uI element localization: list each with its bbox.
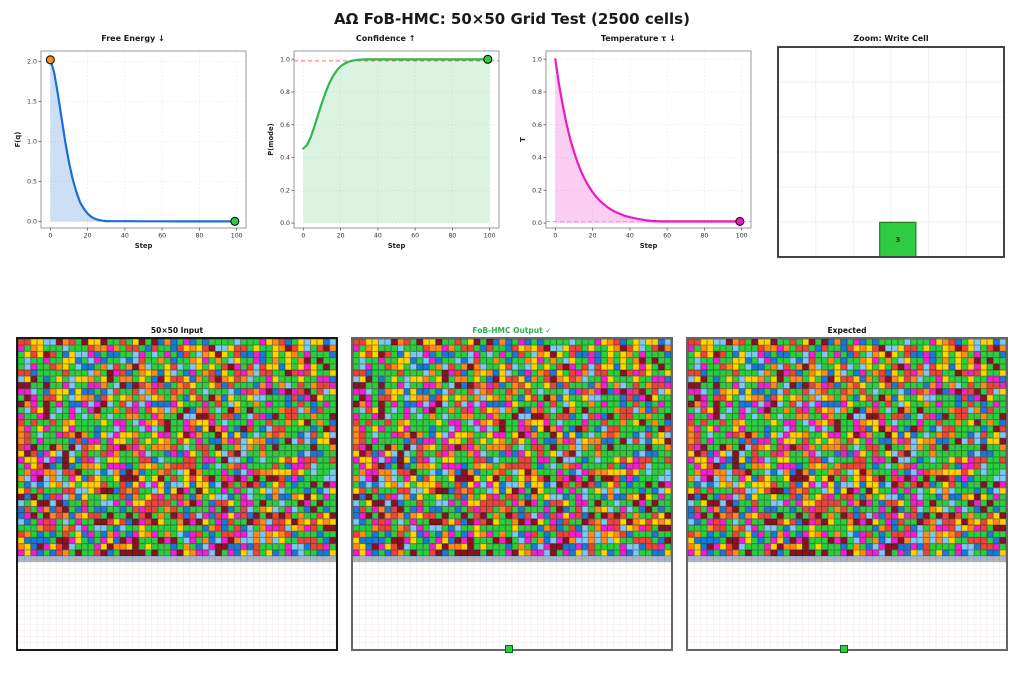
input-grid	[18, 339, 336, 649]
confidence-chart: 0 20 40 60 80 100 0.0 0.2 0.4 0.6 0.8 1.0 Step P(mode…	[266, 44, 506, 256]
svg-text:2.0: 2.0	[27, 59, 37, 66]
svg-text:3: 3	[895, 236, 900, 244]
svg-text:20: 20	[589, 233, 597, 240]
svg-text:40: 40	[374, 233, 382, 240]
svg-text:0.8: 0.8	[532, 89, 542, 96]
output-grid-box	[351, 337, 673, 653]
svg-text:1.0: 1.0	[27, 139, 37, 146]
svg-text:80: 80	[448, 233, 456, 240]
input-grid-title: 50×50 Input	[150, 326, 204, 335]
svg-text:0.4: 0.4	[280, 155, 290, 162]
svg-text:20: 20	[336, 233, 344, 240]
output-grid	[353, 339, 671, 649]
temperature-chart: 0 20 40 60 80 100 0.0 0.2 0.4 0.6 0.8 1.0 Step T	[518, 44, 758, 256]
zoom-write-cell-chart-title: Zoom: Write Cell	[853, 34, 929, 43]
svg-text:Step: Step	[135, 242, 153, 250]
svg-text:0: 0	[48, 233, 52, 240]
grids-row: 50×50 Input FoB-HMC Output ✓ Expected	[0, 326, 1024, 653]
svg-text:0.6: 0.6	[280, 122, 290, 129]
expected-grid	[688, 339, 1006, 649]
svg-text:100: 100	[483, 233, 495, 240]
write-cell-marker	[839, 645, 848, 653]
chart-panel-free-energy: Free Energy ↓ 0 20 40 60 80 100 0.0 0.5 1.0 1.5 2.…	[13, 34, 253, 256]
grid-panel-output: FoB-HMC Output ✓	[351, 326, 673, 653]
svg-text:0.6: 0.6	[532, 122, 542, 129]
chart-panel-temperature: Temperature τ ↓ 0 20 40 60 80 100 0.0 0.2 0.4 0.6…	[518, 34, 758, 256]
svg-text:1.0: 1.0	[532, 56, 542, 63]
svg-text:0.2: 0.2	[280, 187, 290, 194]
svg-text:40: 40	[626, 233, 634, 240]
free-energy-chart: 0 20 40 60 80 100 0.0 0.5 1.0 1.5 2.0 Step F(q)	[13, 44, 253, 256]
svg-text:0: 0	[554, 233, 558, 240]
svg-text:0.4: 0.4	[532, 155, 542, 162]
free-energy-chart-title: Free Energy ↓	[101, 34, 165, 43]
write-cell-marker	[504, 645, 513, 653]
zoom-write-cell-chart: 3	[775, 44, 1007, 264]
charts-row: Free Energy ↓ 0 20 40 60 80 100 0.0 0.5 1.0 1.5 2.…	[0, 34, 1024, 264]
svg-text:T: T	[519, 137, 527, 142]
svg-text:0.0: 0.0	[280, 220, 290, 227]
grid-panel-input: 50×50 Input	[16, 326, 338, 651]
svg-text:Step: Step	[640, 242, 658, 250]
svg-text:Step: Step	[387, 242, 405, 250]
svg-text:P(mode): P(mode)	[267, 123, 275, 155]
grid-panel-expected: Expected	[686, 326, 1008, 653]
output-grid-title: FoB-HMC Output ✓	[472, 326, 552, 335]
input-grid-box	[16, 337, 338, 651]
svg-text:100: 100	[231, 233, 243, 240]
temperature-chart-title: Temperature τ ↓	[600, 34, 676, 43]
chart-panel-zoom-write-cell: Zoom: Write Cell 3	[771, 34, 1011, 264]
svg-text:80: 80	[195, 233, 203, 240]
svg-text:20: 20	[84, 233, 92, 240]
svg-text:0.5: 0.5	[27, 179, 37, 186]
expected-grid-box	[686, 337, 1008, 653]
svg-text:0.0: 0.0	[532, 220, 542, 227]
svg-text:1.5: 1.5	[27, 99, 37, 106]
confidence-chart-title: Confidence ↑	[355, 34, 416, 43]
chart-panel-confidence: Confidence ↑ 0 20 40 60 80 100 0.0 0.2 0.4 0.6 0.8…	[266, 34, 506, 256]
svg-text:0.8: 0.8	[280, 89, 290, 96]
svg-text:60: 60	[411, 233, 419, 240]
page-title: ΑΩ FoB-HMC: 50×50 Grid Test (2500 cells)	[334, 10, 690, 28]
svg-text:100: 100	[736, 233, 748, 240]
svg-text:80: 80	[701, 233, 709, 240]
svg-text:0.2: 0.2	[532, 187, 542, 194]
svg-text:60: 60	[664, 233, 672, 240]
expected-grid-title: Expected	[827, 326, 867, 335]
svg-text:40: 40	[121, 233, 129, 240]
svg-text:1.0: 1.0	[280, 56, 290, 63]
svg-text:0.0: 0.0	[27, 219, 37, 226]
svg-text:60: 60	[158, 233, 166, 240]
svg-text:0: 0	[301, 233, 305, 240]
svg-text:F(q): F(q)	[14, 132, 22, 148]
